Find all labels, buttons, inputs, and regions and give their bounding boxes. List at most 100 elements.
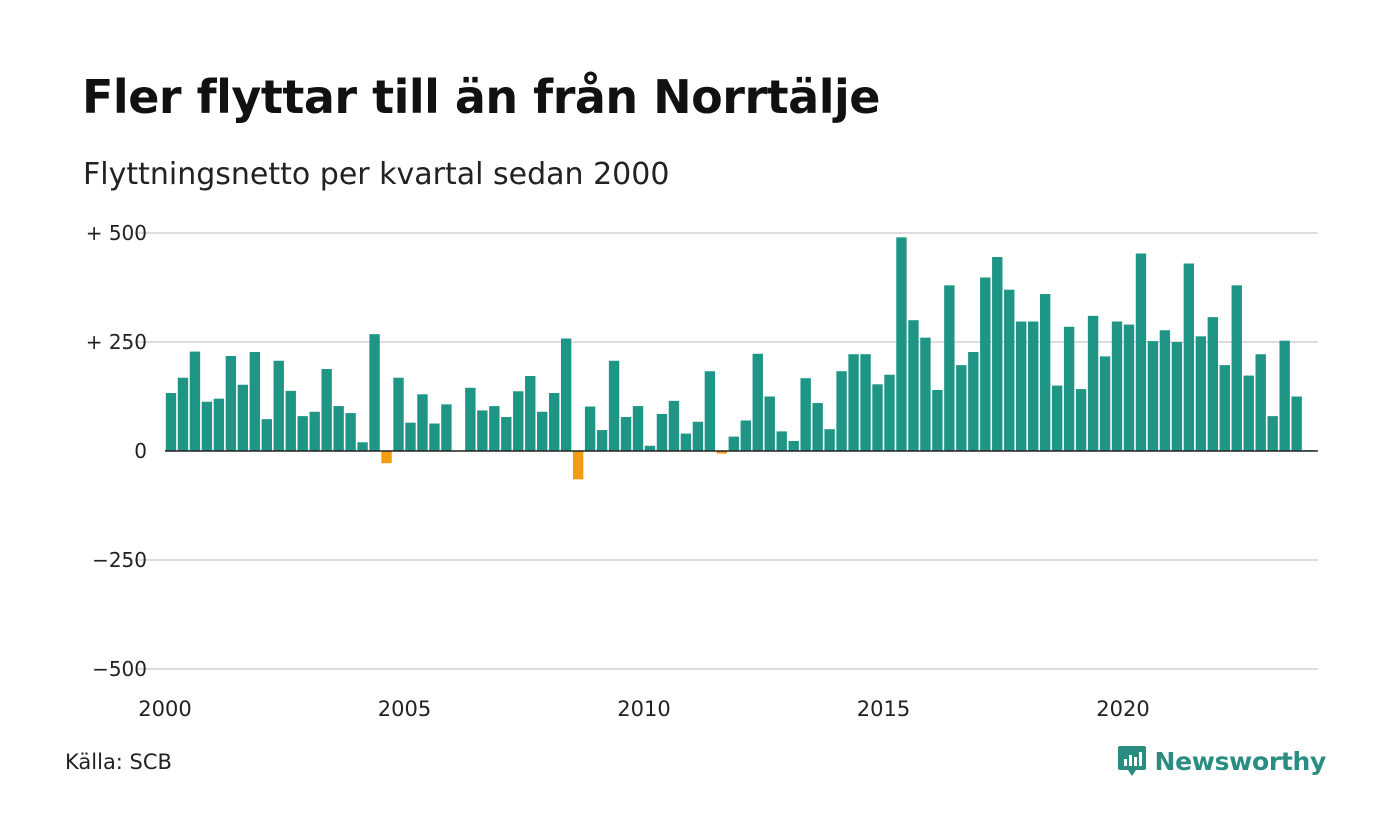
bar bbox=[273, 360, 284, 451]
bar bbox=[836, 371, 847, 451]
bar bbox=[405, 422, 416, 451]
bar bbox=[1087, 315, 1099, 451]
bar bbox=[1063, 326, 1075, 451]
bar bbox=[812, 403, 823, 451]
chart-subtitle: Flyttningsnetto per kvartal sedan 2000 bbox=[83, 157, 670, 192]
bar bbox=[441, 404, 452, 451]
bar bbox=[525, 376, 536, 451]
bar bbox=[824, 429, 835, 451]
bar bbox=[848, 354, 859, 451]
bar bbox=[680, 433, 692, 451]
bar bbox=[393, 377, 404, 451]
bar bbox=[1291, 396, 1302, 451]
bar bbox=[716, 451, 728, 454]
bar bbox=[932, 389, 943, 451]
bar bbox=[704, 371, 716, 451]
bar bbox=[165, 393, 177, 451]
bar bbox=[237, 384, 249, 451]
bar bbox=[465, 387, 476, 451]
bar bbox=[596, 430, 608, 451]
brand-logo: Newsworthy bbox=[1117, 744, 1327, 778]
bar bbox=[501, 416, 512, 451]
bar bbox=[333, 406, 344, 451]
bar bbox=[285, 390, 296, 451]
x-tick-label: 2000 bbox=[138, 697, 191, 721]
bar bbox=[896, 237, 907, 451]
bar bbox=[944, 285, 955, 451]
bar bbox=[656, 413, 668, 451]
bar bbox=[1028, 321, 1039, 451]
x-tick-label: 2015 bbox=[857, 697, 910, 721]
bar bbox=[584, 406, 596, 451]
bar bbox=[992, 256, 1003, 451]
bar bbox=[668, 400, 680, 451]
bar bbox=[1255, 354, 1266, 451]
bar bbox=[249, 352, 261, 451]
bar bbox=[189, 351, 201, 451]
x-tick-label: 2005 bbox=[378, 697, 431, 721]
bar bbox=[740, 420, 751, 451]
bar bbox=[429, 423, 440, 451]
x-tick-label: 2020 bbox=[1096, 697, 1149, 721]
bar bbox=[1016, 321, 1027, 451]
bar bbox=[513, 391, 524, 451]
bar bbox=[908, 320, 919, 451]
y-tick-label: −250 bbox=[92, 548, 147, 572]
bar bbox=[177, 377, 189, 451]
bar bbox=[800, 378, 811, 451]
bar bbox=[537, 411, 548, 451]
bar bbox=[956, 365, 967, 451]
bar bbox=[1135, 253, 1147, 451]
bar bbox=[417, 394, 428, 451]
bar bbox=[560, 338, 572, 451]
brand-name: Newsworthy bbox=[1154, 746, 1327, 776]
bar bbox=[489, 406, 500, 451]
bar bbox=[357, 442, 368, 451]
bar bbox=[860, 354, 871, 451]
y-tick-label: −500 bbox=[92, 657, 147, 681]
bar bbox=[1004, 289, 1015, 451]
bar bbox=[1039, 294, 1051, 451]
bar bbox=[752, 353, 763, 451]
bar bbox=[381, 451, 392, 464]
bar bbox=[692, 421, 704, 451]
bar bbox=[920, 337, 931, 451]
y-tick-label: + 250 bbox=[86, 330, 147, 354]
bar bbox=[345, 413, 356, 451]
bar bbox=[1207, 317, 1219, 451]
bar bbox=[225, 355, 237, 451]
bar bbox=[261, 419, 272, 451]
bar bbox=[764, 396, 775, 451]
bar bbox=[788, 440, 799, 451]
bar bbox=[1183, 263, 1195, 451]
bar bbox=[297, 416, 308, 451]
bar bbox=[1279, 340, 1290, 451]
bar bbox=[608, 360, 620, 451]
chart-title: Fler flyttar till än från Norrtälje bbox=[82, 70, 880, 124]
bar bbox=[980, 277, 991, 451]
bars bbox=[165, 237, 1314, 480]
y-tick-label: 0 bbox=[134, 439, 147, 463]
bar bbox=[1123, 324, 1135, 451]
y-tick-label: + 500 bbox=[86, 221, 147, 245]
bar bbox=[309, 411, 320, 451]
bar bbox=[776, 431, 787, 451]
bar bbox=[968, 352, 979, 451]
bar bbox=[321, 369, 332, 451]
bar bbox=[728, 436, 739, 451]
bar bbox=[369, 334, 380, 451]
bar bbox=[1219, 365, 1230, 451]
bar bbox=[884, 374, 895, 451]
bar bbox=[1267, 416, 1278, 451]
bar bbox=[213, 398, 225, 451]
bar bbox=[1171, 342, 1183, 451]
bar bbox=[1243, 375, 1254, 451]
bar bbox=[477, 410, 488, 451]
bar bbox=[1075, 389, 1087, 451]
bar bbox=[1159, 330, 1171, 451]
bar bbox=[1099, 356, 1111, 451]
source-note: Källa: SCB bbox=[65, 750, 172, 774]
bar bbox=[644, 445, 656, 451]
bar bbox=[620, 416, 632, 451]
bar bbox=[549, 393, 560, 451]
